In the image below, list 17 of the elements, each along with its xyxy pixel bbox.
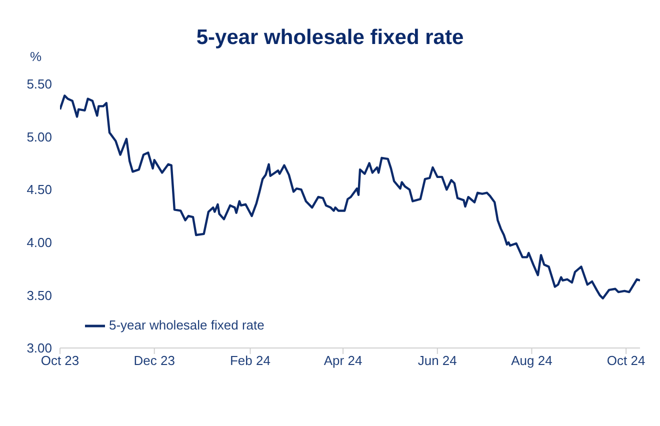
chart-title: 5-year wholesale fixed rate — [195, 26, 465, 50]
x-tick-label: Feb 24 — [230, 353, 270, 368]
legend-label: 5-year wholesale fixed rate — [109, 317, 264, 332]
x-tick-label: Oct 24 — [606, 353, 646, 368]
y-axis-title: % — [30, 49, 42, 64]
x-tick-label: Dec 23 — [134, 353, 175, 368]
x-tick-label: Oct 23 — [40, 353, 80, 368]
y-tick-label: 5.50 — [26, 76, 52, 92]
y-tick-label: 4.00 — [26, 235, 52, 250]
y-tick-label: 5.00 — [26, 129, 52, 144]
x-tick-label: Apr 24 — [324, 353, 362, 368]
line-series — [60, 94, 640, 300]
x-tick-label: Jun 24 — [418, 353, 457, 368]
y-tick-label: 3.00 — [26, 340, 52, 356]
y-tick-label: 3.50 — [26, 288, 52, 303]
x-tick-label: Aug 24 — [511, 353, 552, 368]
y-tick-label: 4.50 — [26, 182, 52, 198]
